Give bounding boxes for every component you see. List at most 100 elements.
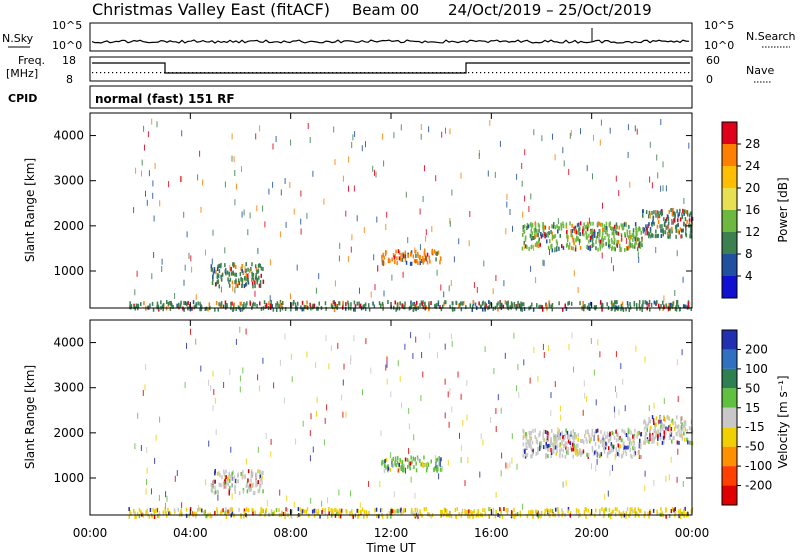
data-cell (370, 291, 372, 298)
data-cell (429, 259, 431, 264)
nave-dot (196, 72, 198, 74)
data-cell (575, 508, 578, 513)
data-cell (430, 514, 432, 519)
data-cell (363, 227, 365, 233)
data-cell (622, 510, 625, 515)
data-cell (217, 494, 219, 501)
data-cell (660, 419, 662, 424)
data-cell (647, 231, 650, 236)
data-cell (313, 513, 316, 518)
data-cell (161, 304, 164, 309)
data-cell (534, 509, 537, 514)
data-cell (585, 235, 588, 240)
data-cell (595, 305, 597, 309)
data-cell (593, 233, 596, 238)
data-cell (497, 307, 499, 312)
nave-dot (372, 72, 374, 74)
data-cell (221, 272, 224, 277)
data-cell (647, 511, 649, 516)
data-cell (574, 225, 577, 230)
data-cell (687, 301, 690, 306)
data-cell (472, 299, 475, 304)
data-cell (363, 514, 365, 519)
data-cell (538, 447, 541, 452)
data-cell (663, 398, 665, 404)
data-cell (528, 510, 530, 515)
data-cell (300, 228, 302, 235)
nave-dot (472, 72, 474, 74)
data-cell (245, 268, 247, 273)
data-cell (261, 476, 263, 481)
nave-dot (648, 72, 650, 74)
data-cell (345, 302, 347, 307)
data-cell (231, 133, 233, 140)
data-cell (252, 277, 255, 282)
data-cell (399, 458, 401, 462)
data-cell (401, 461, 404, 466)
data-cell (546, 507, 548, 512)
data-cell (347, 256, 349, 263)
data-cell (534, 242, 537, 247)
data-cell (222, 508, 224, 513)
data-cell (615, 386, 616, 393)
data-cell (635, 226, 637, 231)
data-cell (668, 427, 670, 432)
data-cell (596, 222, 599, 227)
data-cell (642, 302, 644, 307)
data-cell (551, 243, 553, 248)
data-cell (602, 441, 605, 445)
colorbar-tick-label: 4 (745, 269, 753, 283)
data-cell (602, 443, 605, 448)
data-cell (231, 471, 233, 476)
data-cell (489, 119, 491, 126)
data-cell (636, 247, 639, 252)
data-cell (334, 508, 336, 513)
data-cell (468, 240, 470, 247)
data-cell (427, 512, 429, 517)
data-cell (651, 233, 653, 237)
data-cell (225, 514, 228, 519)
data-cell (597, 438, 600, 443)
data-cell (524, 454, 527, 459)
data-cell (482, 307, 484, 312)
data-cell (145, 510, 147, 515)
data-cell (212, 405, 214, 412)
data-cell (539, 432, 541, 437)
data-cell (655, 302, 657, 306)
data-cell (506, 303, 508, 308)
data-cell (134, 443, 136, 450)
data-cell (683, 420, 685, 425)
data-cell (540, 442, 543, 447)
data-cell (315, 287, 317, 294)
data-cell (571, 223, 573, 228)
data-cell (586, 221, 589, 226)
data-cell (524, 449, 526, 454)
data-cell (657, 220, 660, 224)
data-cell (239, 375, 241, 382)
data-cell (601, 439, 604, 444)
data-cell (186, 231, 188, 238)
data-cell (537, 375, 539, 382)
data-cell (660, 234, 663, 238)
data-cell (681, 215, 684, 220)
data-cell (625, 237, 627, 244)
data-cell (365, 141, 366, 148)
data-cell (146, 479, 147, 485)
data-cell (254, 302, 256, 307)
data-cell (397, 360, 399, 367)
nave-dot (104, 72, 106, 74)
data-cell (438, 462, 441, 467)
data-cell (643, 440, 645, 445)
data-cell (239, 386, 241, 393)
data-cell (669, 232, 671, 237)
data-cell (224, 247, 226, 254)
data-cell (229, 369, 231, 376)
data-cell (676, 359, 678, 366)
data-cell (559, 432, 562, 437)
data-cell (681, 511, 683, 516)
data-cell (506, 510, 509, 515)
data-cell (231, 507, 233, 512)
data-cell (398, 466, 400, 473)
